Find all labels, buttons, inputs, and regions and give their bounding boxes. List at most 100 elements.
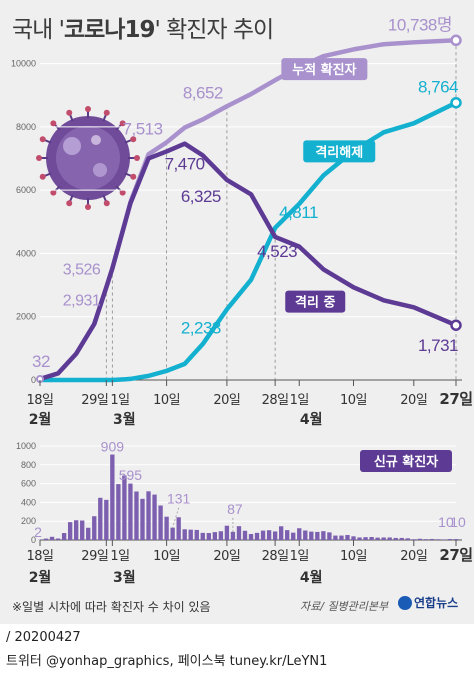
series-line-3 (37, 141, 459, 382)
value-annotation: 1,731 (418, 336, 458, 355)
daily-bar (441, 539, 447, 540)
series-label-text: 누적 확진자 (292, 62, 356, 78)
daily-bar (327, 532, 332, 540)
daily-bar (194, 529, 199, 540)
daily-bar (260, 530, 266, 540)
virus-spike-tip (103, 200, 110, 207)
x-day-label: 18일 (26, 393, 53, 408)
value-annotation: 4,523 (257, 242, 297, 261)
x-day-label: 29일 (81, 393, 108, 408)
infographic-panel: 국내 '코로나19' 확진자 추이 0 2000 4000 6000 8000 10000… (0, 0, 474, 624)
daily-bar (363, 537, 368, 540)
value-annotation: 7,470 (165, 155, 205, 174)
main-y-tick-label: 8000 (16, 122, 36, 132)
series-line-1 (37, 38, 459, 382)
series-label-text: 격리해제 (315, 144, 363, 160)
x-day-label: 20일 (400, 549, 427, 564)
coronavirus-illustration-icon (36, 106, 140, 210)
series-label-badge (303, 140, 376, 163)
daily-bar (104, 499, 109, 540)
daily-bar (278, 526, 284, 540)
publish-date: / 20200427 (6, 630, 81, 645)
x-month-label: 2월 (29, 569, 52, 586)
daily-bar (212, 532, 218, 540)
daily-bar (182, 529, 187, 540)
daily-bar (110, 454, 115, 540)
daily-bar (423, 539, 429, 540)
x-day-label: 1일 (110, 549, 129, 564)
daily-bar (230, 531, 236, 540)
daily-bar (351, 536, 356, 540)
daily-bar (122, 475, 127, 540)
series-label-text: 격리 중 (295, 295, 335, 311)
bar-annotation-leader (172, 507, 180, 528)
virus-spike-tip (50, 189, 57, 196)
daily-bar (170, 527, 175, 540)
series-endpoint-3 (450, 319, 462, 331)
daily-bar (176, 517, 181, 540)
series-endpoint-1 (450, 34, 462, 47)
virus-spike-tip (66, 109, 73, 116)
x-day-label: 1일 (110, 393, 129, 408)
x-day-label: 28일 (262, 393, 289, 408)
bar-legend-badge (360, 450, 452, 472)
bar-value-annotation: 131 (167, 491, 191, 507)
x-month-label: 4월 (300, 569, 323, 586)
daily-bar (321, 531, 326, 540)
daily-bar (339, 535, 344, 540)
x-day-label: 1일 (290, 393, 309, 408)
daily-bar (218, 531, 224, 540)
daily-bar (128, 483, 133, 540)
yonhap-logo: 연합뉴스 (398, 594, 458, 611)
daily-bar (381, 537, 386, 540)
x-month-label: 4월 (300, 411, 323, 428)
value-annotation: 8,652 (183, 83, 223, 102)
title-prefix: 국내 ' (12, 17, 65, 43)
value-annotation: 3,526 (63, 261, 101, 278)
bar-value-annotation: 10 (438, 514, 454, 530)
daily-bar (116, 484, 121, 540)
daily-bar (98, 497, 103, 540)
bar-y-tick-label: 200 (21, 516, 36, 526)
daily-bar (417, 538, 422, 540)
daily-bar (236, 526, 242, 540)
x-day-label: 20일 (400, 393, 427, 408)
bar-legend-text: 신규 확진자 (374, 454, 438, 470)
x-month-label: 3월 (113, 569, 136, 586)
yonhap-logo-text: 연합뉴스 (414, 596, 459, 610)
virus-spike-tip (39, 173, 46, 180)
daily-bar (272, 531, 278, 540)
bar-value-annotation: 10 (450, 514, 466, 530)
source-credit: 자료/ 질병관리본부 (300, 600, 389, 613)
bar-y-tick-label: 400 (21, 497, 36, 507)
virus-spike-tip (119, 120, 126, 127)
x-day-label: 10일 (153, 549, 180, 564)
x-day-label: 10일 (340, 393, 367, 408)
virus-spike-tip (39, 136, 46, 143)
daily-bar (429, 538, 435, 540)
virus-spike-tip (36, 155, 42, 161)
bar-value-annotation: 595 (119, 467, 143, 483)
x-day-label: 27일 (439, 546, 472, 564)
bar-y-tick-label: 0 (31, 535, 36, 545)
daily-bar (387, 537, 392, 540)
social-credit: 트위터 @yonhap_graphics, 페이스북 tuney.kr/LeYN… (6, 654, 328, 669)
value-annotation: 7,513 (123, 119, 163, 138)
daily-bar (248, 533, 254, 540)
daily-bar (74, 520, 79, 540)
value-annotation: 32 (32, 352, 50, 371)
daily-bar (86, 527, 91, 540)
bar-value-annotation: 87 (227, 501, 243, 517)
daily-bar (309, 531, 314, 540)
virus-spike-tip (130, 136, 137, 143)
bar-y-tick-label: 600 (21, 479, 36, 489)
daily-bar (158, 505, 163, 540)
daily-bar (266, 530, 272, 540)
daily-bar (134, 491, 139, 540)
virus-spike-tip (103, 109, 110, 116)
x-day-label: 10일 (340, 549, 367, 564)
daily-bar (67, 522, 73, 540)
daily-bar (291, 532, 296, 540)
